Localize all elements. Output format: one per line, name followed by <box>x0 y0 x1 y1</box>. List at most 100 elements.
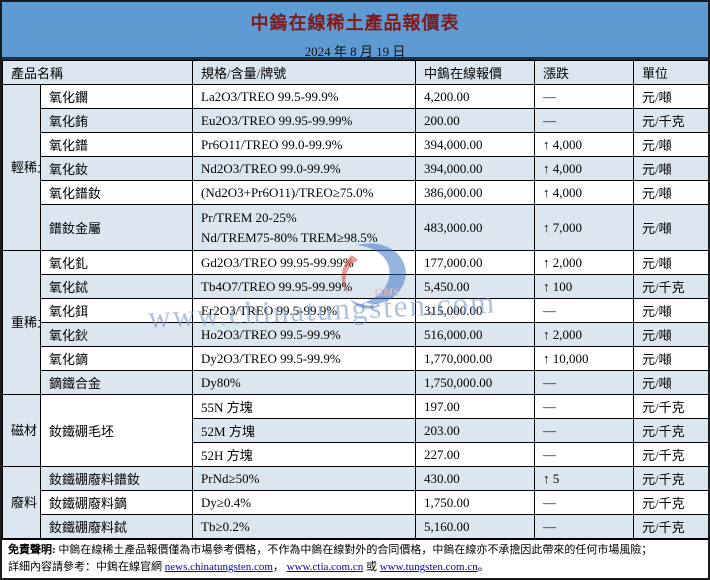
unit-cell: 元/噸 <box>633 298 708 323</box>
table-row: 釹鐵硼廢料鏑 Dy≥0.4% 1,750.00 — 元/千克 <box>3 490 708 515</box>
header-spec: 規格/含量/牌號 <box>192 60 417 85</box>
change-cell: ↑ 4,000 <box>534 132 635 157</box>
unit-cell: 元/噸 <box>633 132 708 157</box>
product-name-cell: 鏑鐵合金 <box>39 370 194 395</box>
change-cell: — <box>534 514 635 539</box>
link-separator: ， <box>272 561 287 573</box>
change-cell: ↑ 5 <box>534 466 635 491</box>
unit-cell: 元/噸 <box>633 346 708 371</box>
unit-cell: 元/噸 <box>633 84 708 109</box>
table-row: 52M 方塊 203.00 — 元/千克 <box>3 418 708 443</box>
disclaimer-text: 中鎢在線稀土產品報價僅為市場參考價格，不作為中鎢在線對外的合同價格，中鎢在線亦不… <box>55 544 653 556</box>
link-news-chinatungsten[interactable]: news.chinatungsten.com <box>164 561 273 573</box>
spec-cell: (Nd2O3+Pr6O11)/TREO≥75.0% <box>192 180 417 205</box>
spec-cell: Gd2O3/TREO 99.95-99.99% <box>192 250 417 275</box>
product-name-cell: 釹鐵硼毛坯 <box>39 394 194 467</box>
change-cell: ↑ 7,000 <box>534 204 635 251</box>
table-row: 氧化鉺 Er2O3/TREO 99.5-99.9% 315,000.00 — 元… <box>3 298 708 323</box>
table-row: 52H 方塊 227.00 — 元/千克 <box>3 442 708 467</box>
price-cell: 5,450.00 <box>415 274 536 299</box>
price-cell: 5,160.00 <box>415 514 536 539</box>
link-tungsten[interactable]: www.tungsten.com.cn <box>379 561 478 573</box>
price-cell: 483,000.00 <box>415 204 536 251</box>
table-row: 磁材 釹鐵硼毛坯 55N 方塊 197.00 — 元/千克 <box>2 394 708 467</box>
spec-cell: 52M 方塊 <box>192 418 417 443</box>
spec-cell: 55N 方塊 <box>192 394 417 419</box>
link-separator: 或 <box>363 561 380 573</box>
change-cell: — <box>534 394 635 419</box>
header-unit: 單位 <box>633 60 708 85</box>
header-change: 漲跌 <box>534 60 635 85</box>
product-name-cell: 氧化鉺 <box>39 298 194 323</box>
table-row: 氧化鐠釹 (Nd2O3+Pr6O11)/TREO≥75.0% 386,000.0… <box>3 180 708 205</box>
product-name-cell: 釹鐵硼廢料鐠釹 <box>39 466 194 491</box>
product-name-cell: 氧化鐠 <box>39 132 194 157</box>
reference-suffix: 。 <box>477 561 489 573</box>
product-name-cell: 氧化銪 <box>39 108 194 133</box>
change-cell: ↑ 2,000 <box>534 322 635 347</box>
product-name-cell: 氧化鋱 <box>39 274 194 299</box>
unit-cell: 元/千克 <box>633 466 708 491</box>
report-date: 2024 年 8 月 19 日 <box>304 44 406 59</box>
category-cell-heavy-rare-earth: 重稀土 <box>2 250 41 395</box>
price-cell: 394,000.00 <box>415 156 536 181</box>
link-ctia[interactable]: www.ctia.com.cn <box>286 561 364 573</box>
disclaimer-line: 免責聲明: 中鎢在線稀土產品報價僅為市場參考價格，不作為中鎢在線對外的合同價格，… <box>8 542 702 559</box>
change-cell: ↑ 4,000 <box>534 180 635 205</box>
reference-line: 詳細內容請參考：中鎢在線官網 news.chinatungsten.com， w… <box>8 559 702 576</box>
product-name-cell: 釹鐵硼廢料鋱 <box>39 514 194 539</box>
change-cell: ↑ 2,000 <box>534 250 635 275</box>
table-row: 氧化鐠 Pr6O11/TREO 99.0-99.9% 394,000.00 ↑ … <box>3 132 708 157</box>
unit-cell: 元/噸 <box>633 204 708 251</box>
table-row: 鐠釹金屬 Pr/TREM 20-25% Nd/TREM75-80% TREM≥9… <box>3 204 708 251</box>
change-cell: — <box>534 370 635 395</box>
category-cell-light-rare-earth: 輕稀土 <box>2 84 41 251</box>
disclaimer-label: 免責聲明: <box>8 544 56 556</box>
table-row: 氧化鋱 Tb4O7/TREO 99.95-99.99% 5,450.00 ↑ 1… <box>3 274 708 299</box>
table-row: 輕稀土 氧化鑭 La2O3/TREO 99.5-99.9% 4,200.00 —… <box>2 84 708 251</box>
price-table: 產品名稱 規格/含量/牌號 中鎢在線報價 漲跌 單位 輕稀土 氧化鑭 La2O3… <box>2 60 708 539</box>
table-row: 氧化釹 Nd2O3/TREO 99.0-99.9% 394,000.00 ↑ 4… <box>3 156 708 181</box>
product-name-cell: 鐠釹金屬 <box>39 204 194 251</box>
table-row: 氧化鈥 Ho2O3/TREO 99.5-99.9% 516,000.00 ↑ 2… <box>3 322 708 347</box>
price-cell: 200.00 <box>415 108 536 133</box>
change-cell: — <box>534 108 635 133</box>
table-row: 廢料 釹鐵硼廢料鐠釹 PrNd≥50% 430.00 ↑ 5 元/千克 <box>2 466 708 539</box>
change-cell: — <box>534 418 635 443</box>
spec-line-2: Nd/TREM75-80% TREM≥98.5% <box>201 229 378 245</box>
table-row: 氧化銪 Eu2O3/TREO 99.95-99.99% 200.00 — 元/千… <box>3 108 708 133</box>
product-name-cell: 氧化釹 <box>39 156 194 181</box>
table-row: 釹鐵硼廢料鋱 Tb≥0.2% 5,160.00 — 元/千克 <box>3 514 708 539</box>
unit-cell: 元/噸 <box>633 250 708 275</box>
table-header-row: 產品名稱 規格/含量/牌號 中鎢在線報價 漲跌 單位 <box>2 60 708 85</box>
spec-cell: Er2O3/TREO 99.5-99.9% <box>192 298 417 323</box>
header-price: 中鎢在線報價 <box>415 60 536 85</box>
change-cell: ↑ 100 <box>534 274 635 299</box>
product-name-cell: 氧化釓 <box>39 250 194 275</box>
table-row: 氧化鏑 Dy2O3/TREO 99.5-99.9% 1,770,000.00 ↑… <box>3 346 708 371</box>
footer-disclaimer: 免責聲明: 中鎢在線稀土產品報價僅為市場參考價格，不作為中鎢在線對外的合同價格，… <box>2 538 708 578</box>
title-block: 中鎢在線稀土產品報價表 2024 年 8 月 19 日 <box>2 2 708 60</box>
price-cell: 386,000.00 <box>415 180 536 205</box>
change-cell: ↑ 10,000 <box>534 346 635 371</box>
price-cell: 394,000.00 <box>415 132 536 157</box>
spec-cell: PrNd≥50% <box>192 466 417 491</box>
unit-cell: 元/噸 <box>633 370 708 395</box>
price-cell: 203.00 <box>415 418 536 443</box>
change-cell: — <box>534 490 635 515</box>
price-cell: 516,000.00 <box>415 322 536 347</box>
price-cell: 1,770,000.00 <box>415 346 536 371</box>
product-name-cell: 釹鐵硼廢料鏑 <box>39 490 194 515</box>
unit-cell: 元/噸 <box>633 180 708 205</box>
change-cell: ↑ 4,000 <box>534 156 635 181</box>
price-cell: 1,750,000.00 <box>415 370 536 395</box>
spec-cell: Eu2O3/TREO 99.95-99.99% <box>192 108 417 133</box>
product-name-cell: 氧化鏑 <box>39 346 194 371</box>
spec-cell: Dy80% <box>192 370 417 395</box>
spec-cell: Pr6O11/TREO 99.0-99.9% <box>192 132 417 157</box>
unit-cell: 元/千克 <box>633 442 708 467</box>
unit-cell: 元/千克 <box>633 274 708 299</box>
unit-cell: 元/千克 <box>633 514 708 539</box>
spec-cell: Ho2O3/TREO 99.5-99.9% <box>192 322 417 347</box>
